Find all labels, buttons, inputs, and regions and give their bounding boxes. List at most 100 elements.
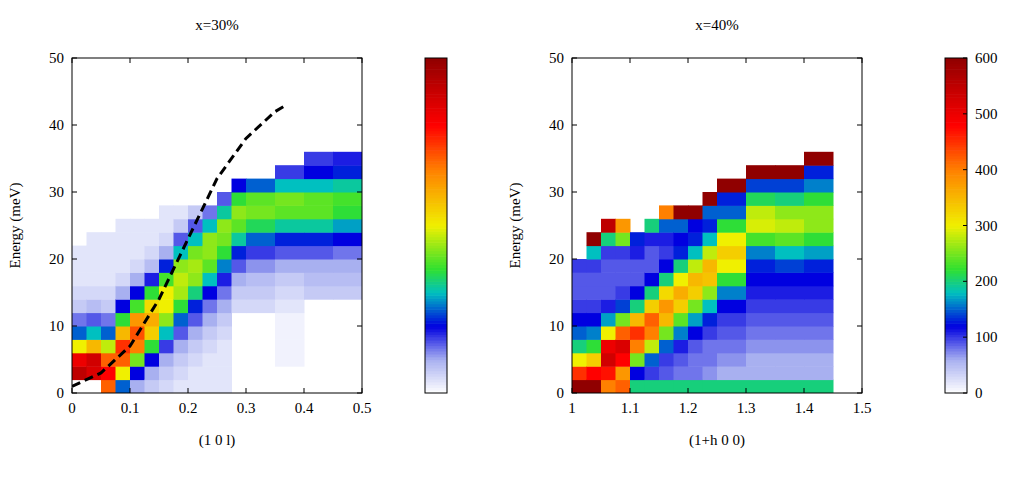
heat-cell: [275, 165, 305, 179]
heat-cell: [275, 272, 305, 286]
x-tick: [804, 58, 805, 63]
heat-cell: [746, 339, 776, 353]
heat-cell: [304, 286, 334, 300]
heat-cell: [775, 353, 805, 367]
heat-cell: [159, 326, 174, 340]
heat-cell: [775, 259, 805, 273]
heat-cell: [333, 192, 362, 206]
heat-cell: [188, 366, 203, 380]
heat-cell: [775, 192, 805, 206]
heat-cell: [775, 165, 805, 179]
panel: 11.11.21.31.41.501020304050x=40%(1+h 0 0…: [507, 17, 998, 449]
heat-cell: [674, 232, 689, 246]
y-tick: [572, 192, 577, 193]
heat-cell: [645, 339, 660, 353]
heat-cell: [246, 272, 276, 286]
heat-cell: [275, 219, 305, 233]
heat-cell: [130, 286, 145, 300]
heat-cell: [746, 259, 776, 273]
heat-cell: [130, 380, 145, 393]
heat-cell: [101, 299, 116, 313]
heat-cell: [775, 313, 805, 327]
heat-cell: [217, 380, 232, 393]
heat-cell: [572, 313, 587, 327]
heat-cell: [572, 299, 587, 313]
heat-cell: [101, 380, 116, 393]
y-tick: [72, 125, 77, 126]
heat-cell: [688, 205, 703, 219]
heat-cell: [674, 286, 689, 300]
heat-cell: [72, 272, 87, 286]
heat-cell: [174, 246, 189, 260]
heat-cell: [804, 179, 834, 193]
y-tick: [857, 192, 862, 193]
heat-cell: [703, 353, 718, 367]
heat-cell: [587, 353, 602, 367]
heat-cell: [159, 380, 174, 393]
heat-cell: [246, 299, 276, 313]
heat-cell: [304, 165, 334, 179]
heat-cell: [174, 313, 189, 327]
x-tick: [246, 58, 247, 63]
y-tick: [857, 125, 862, 126]
heat-cell: [174, 299, 189, 313]
heat-cell: [616, 219, 631, 233]
heat-cell: [601, 246, 616, 260]
heat-cell: [601, 380, 616, 393]
heat-cell: [645, 326, 660, 340]
x-tick: [130, 58, 131, 63]
heat-cell: [159, 353, 174, 367]
heat-cell: [101, 246, 116, 260]
heat-cell: [130, 299, 145, 313]
colorbar-frame: [425, 58, 447, 393]
heat-cell: [630, 313, 645, 327]
heat-cell: [203, 232, 218, 246]
heat-cell: [674, 380, 689, 393]
heat-cell: [630, 326, 645, 340]
x-tick: [362, 58, 363, 63]
y-tick-label: 50: [49, 50, 64, 66]
heat-cell: [630, 380, 645, 393]
heat-cell: [145, 232, 160, 246]
heat-cell: [630, 246, 645, 260]
heat-cell: [804, 152, 834, 166]
heat-cell: [775, 219, 805, 233]
x-tick: [688, 388, 689, 393]
heat-cell: [203, 259, 218, 273]
heat-cell: [101, 232, 116, 246]
heat-cell: [659, 259, 674, 273]
heat-cell: [217, 192, 232, 206]
x-tick: [804, 388, 805, 393]
heat-cell: [246, 205, 276, 219]
heat-cell: [630, 232, 645, 246]
heat-cell: [804, 246, 834, 260]
heat-cell: [703, 366, 718, 380]
heat-cell: [746, 246, 776, 260]
heat-cell: [72, 339, 87, 353]
heat-cell: [159, 313, 174, 327]
heat-cell: [72, 353, 87, 367]
heat-cell: [232, 179, 247, 193]
panel-title: x=40%: [695, 17, 738, 33]
heat-cell: [217, 272, 232, 286]
heat-cell: [145, 353, 160, 367]
heat-cell: [246, 192, 276, 206]
heat-cell: [145, 366, 160, 380]
heat-cell: [775, 299, 805, 313]
heat-cell: [703, 313, 718, 327]
heat-cell: [616, 380, 631, 393]
heat-cell: [174, 205, 189, 219]
heat-cell: [304, 232, 334, 246]
heat-cell: [804, 272, 834, 286]
heat-cell: [630, 353, 645, 367]
heat-cell: [246, 179, 276, 193]
heat-cell: [688, 286, 703, 300]
heat-cell: [304, 192, 334, 206]
heat-cell: [116, 313, 131, 327]
y-tick: [357, 58, 362, 59]
x-tick: [746, 58, 747, 63]
y-axis-title: Energy (meV): [7, 183, 24, 269]
heat-cell: [145, 326, 160, 340]
heat-cell: [232, 286, 247, 300]
heat-cell: [333, 205, 362, 219]
